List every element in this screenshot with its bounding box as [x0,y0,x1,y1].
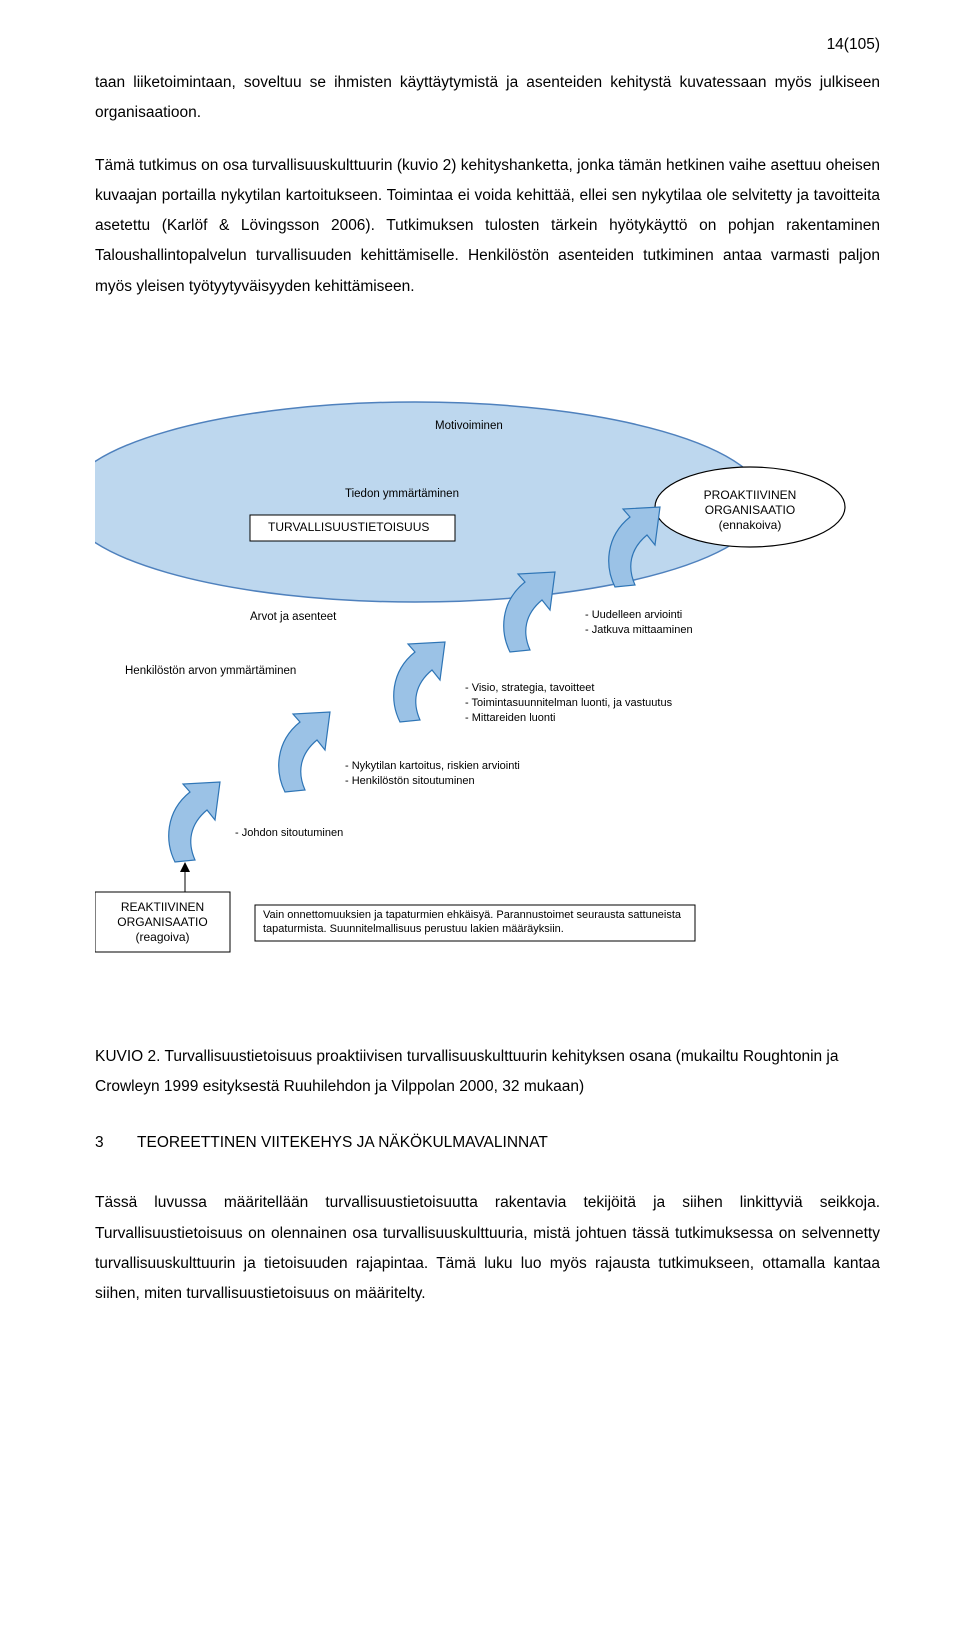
reaktiivinen-l3: (reagoiva) [135,930,189,944]
label-jatkuva: - Jatkuva mittaaminen [585,624,693,638]
label-vain-onnett: Vain onnettomuuksien ja tapaturmien ehkä… [263,909,688,937]
reaktiivinen-l1: REAKTIIVINEN [121,900,204,914]
page-number: 14(105) [95,30,880,60]
label-visio: - Visio, strategia, tavoitteet [465,682,594,696]
proaktiivinen-l3: (ennakoiva) [719,518,782,532]
section-3-title: TEOREETTINEN VIITEKEHYS JA NÄKÖKULMAVALI… [137,1134,548,1151]
section-3-heading: 3 TEOREETTINEN VIITEKEHYS JA NÄKÖKULMAVA… [95,1128,880,1158]
label-tiedon: Tiedon ymmärtäminen [345,487,459,501]
paragraph-3: Tässä luvussa määritellään turvallisuust… [95,1188,880,1309]
paragraph-1: taan liiketoimintaan, soveltuu se ihmist… [95,68,880,128]
proaktiivinen-l1: PROAKTIIVINEN [704,488,797,502]
label-johdon: - Johdon sitoutuminen [235,827,343,841]
figure-2-diagram: Motivoiminen Tiedon ymmärtäminen TURVALL… [95,372,880,992]
label-motivoiminen: Motivoiminen [435,419,503,433]
reaktiivinen-l2: ORGANISAATIO [117,915,207,929]
label-uudelleen: - Uudelleen arviointi [585,609,682,623]
proaktiivinen-l2: ORGANISAATIO [705,503,795,517]
label-toimintasuunn: - Toimintasuunnitelman luonti, ja vastuu… [465,697,672,711]
label-nykytilan: - Nykytilan kartoitus, riskien arviointi [345,760,520,774]
section-3-number: 3 [95,1128,133,1158]
paragraph-2: Tämä tutkimus on osa turvallisuuskulttuu… [95,151,880,302]
label-mittareiden: - Mittareiden luonti [465,712,556,726]
label-turvallisuustietoisuus: TURVALLISUUSTIETOISUUS [268,520,429,535]
figure-caption: KUVIO 2. Turvallisuustietoisuus proaktii… [95,1042,880,1102]
label-henk-sitout: - Henkilöstön sitoutuminen [345,775,475,789]
label-henk-arvon: Henkilöstön arvon ymmärtäminen [125,664,296,678]
label-arvot: Arvot ja asenteet [250,610,336,624]
